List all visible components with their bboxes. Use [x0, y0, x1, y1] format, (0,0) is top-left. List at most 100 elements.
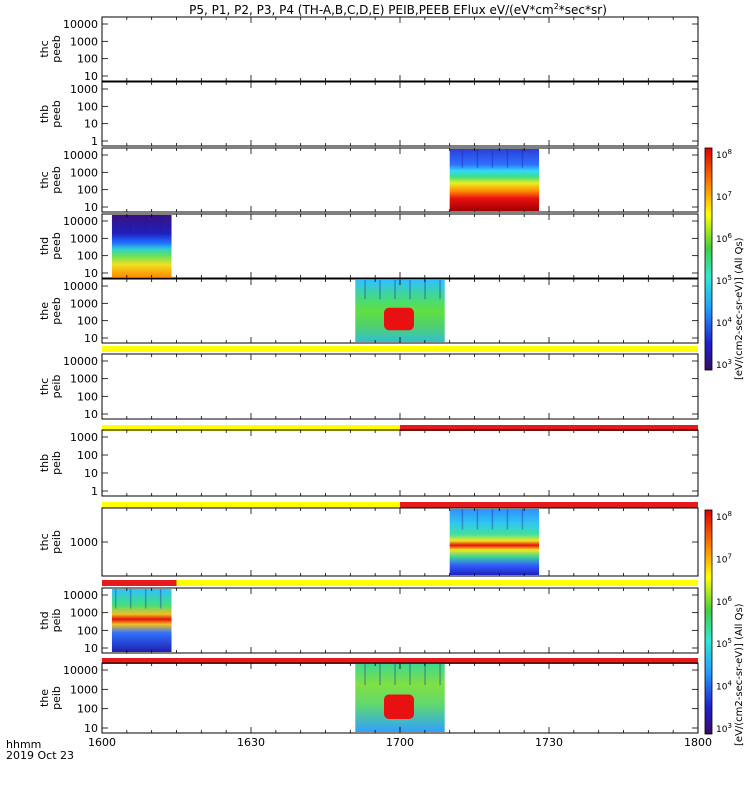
- panel-the-peib: 10000 1000 100 10 the peib: [38, 658, 699, 735]
- y-tick-label: 1000: [70, 683, 98, 696]
- colorbar-tick-label: 107: [716, 190, 732, 203]
- flag-bar-segment: [176, 580, 698, 586]
- y-tick-label: 1000: [70, 536, 98, 549]
- y-tick-label: 100: [77, 100, 98, 113]
- y-tick-label: 10: [84, 408, 98, 421]
- y-tick-label: 10000: [63, 589, 98, 602]
- y-tick-label: 1000: [70, 232, 98, 245]
- spectrogram-block: [449, 509, 540, 575]
- spectrogram-texture: [144, 589, 147, 609]
- electron-colorbar-gradient: [704, 147, 713, 371]
- panel-frame: [101, 147, 699, 213]
- panel-probe-label: thb: [38, 105, 51, 123]
- y-tick-label: 1: [91, 485, 98, 498]
- y-tick-label: 10: [84, 118, 98, 131]
- spectrogram-texture: [144, 215, 147, 235]
- spectrogram-texture: [439, 280, 441, 300]
- y-tick-label: 10: [84, 201, 98, 214]
- colorbar-tick-label: 105: [716, 274, 732, 287]
- spectrogram-texture: [491, 149, 494, 169]
- time-tick-label: 1630: [237, 736, 265, 749]
- spectrogram-texture: [476, 509, 479, 530]
- spectrogram-texture: [424, 280, 426, 300]
- spectrogram-texture: [506, 509, 509, 530]
- time-tick-label: 1600: [88, 736, 116, 749]
- panel-probe-label: thd: [38, 611, 51, 629]
- y-tick-label: 1000: [70, 35, 98, 48]
- panel-product-label: peeb: [50, 297, 63, 325]
- panel-product-label: peib: [50, 530, 63, 554]
- y-tick-label: 1000: [70, 373, 98, 386]
- y-tick-label: 100: [77, 53, 98, 66]
- time-axis-date: 2019 Oct 23: [6, 749, 74, 762]
- panel-product-label: peeb: [50, 166, 63, 194]
- spectrogram-texture: [364, 280, 366, 300]
- spectrogram-texture: [364, 664, 366, 685]
- spectrogram-texture: [114, 589, 117, 609]
- colorbar-tick-label: 106: [716, 232, 732, 245]
- electron-colorbar-label: [eV/(cm2-sec-sr-eV)] (All Qs): [734, 237, 745, 380]
- y-tick-label: 1000: [70, 83, 98, 96]
- colorbar-tick-label: 108: [716, 148, 732, 161]
- y-tick-label: 100: [77, 390, 98, 403]
- spectrogram-texture: [379, 280, 381, 300]
- time-tick-label: 1730: [535, 736, 563, 749]
- flag-bar-segment: [400, 425, 698, 431]
- spectrogram-block: [449, 149, 540, 211]
- y-tick-label: 10000: [63, 280, 98, 293]
- flag-bar-segment: [102, 502, 400, 508]
- panel-thb-peeb: 1000 100 10 1 thb peeb: [38, 81, 699, 148]
- flag-bar-segment: [102, 346, 698, 352]
- panel-product-label: peeb: [50, 35, 63, 63]
- y-tick-label: 10: [84, 70, 98, 83]
- y-tick-label: 100: [77, 624, 98, 637]
- y-tick-label: 100: [77, 184, 98, 197]
- panel-frame: [101, 587, 699, 654]
- panel-frame: [101, 16, 699, 82]
- spectrogram-texture: [476, 149, 479, 169]
- colorbar-tick-label: 104: [716, 680, 732, 693]
- flag-bar-segment: [102, 658, 698, 664]
- spectrogram-texture: [394, 280, 396, 300]
- ion-colorbar-gradient: [704, 509, 713, 735]
- panel-the-peeb: 10000 1000 100 10 the peeb: [38, 278, 699, 345]
- y-tick-label: 10: [84, 467, 98, 480]
- y-tick-label: 1000: [70, 431, 98, 444]
- panel-probe-label: the: [38, 302, 51, 320]
- y-tick-label: 10: [84, 722, 98, 735]
- spectrogram-texture: [114, 215, 117, 235]
- colorbar-tick-label: 108: [716, 510, 732, 523]
- y-tick-label: 100: [77, 315, 98, 328]
- y-tick-label: 10000: [63, 215, 98, 228]
- panel-thb-peib: 1000 100 10 1 thb peib: [38, 425, 699, 498]
- ion-colorbar: 103 104 105 106 107 108 [eV/(cm2-sec-sr-eV)] …: [704, 509, 745, 746]
- time-tick-label: 1700: [386, 736, 414, 749]
- y-tick-label: 10000: [63, 355, 98, 368]
- y-tick-label: 10000: [63, 18, 98, 31]
- colorbar-tick-label: 104: [716, 316, 732, 329]
- panel-frame: [101, 429, 699, 497]
- panel-frame: [101, 81, 699, 147]
- spectrogram-texture: [521, 509, 524, 530]
- spectrogram-texture: [521, 149, 524, 169]
- panel-product-label: peib: [50, 686, 63, 710]
- spectrogram-texture: [461, 509, 464, 530]
- y-tick-label: 1000: [70, 607, 98, 620]
- y-tick-label: 1000: [70, 166, 98, 179]
- y-tick-label: 10000: [63, 664, 98, 677]
- electron-colorbar-ticks: 103 104 105 106 107 108: [716, 148, 732, 371]
- panel-probe-label: thc: [38, 533, 51, 550]
- colorbar-tick-label: 103: [716, 358, 732, 371]
- time-axis-label: hhmm: [6, 738, 41, 751]
- panel-thc-peeb: 10000 1000 100 10 thc peeb: [38, 16, 699, 83]
- ion-colorbar-ticks: 103 104 105 106 107 108: [716, 510, 732, 735]
- spectrogram-texture: [461, 149, 464, 169]
- y-tick-label: 100: [77, 703, 98, 716]
- y-tick-label: 10000: [63, 149, 98, 162]
- panel-thc-peeb: 10000 1000 100 10 thc peeb: [38, 147, 699, 214]
- spectrogram-texture: [506, 149, 509, 169]
- panel-thc-peib: 1000 thc peib: [38, 502, 699, 577]
- panel-frame: [101, 507, 699, 577]
- panel-product-label: peib: [50, 609, 63, 633]
- panel-product-label: peib: [50, 451, 63, 475]
